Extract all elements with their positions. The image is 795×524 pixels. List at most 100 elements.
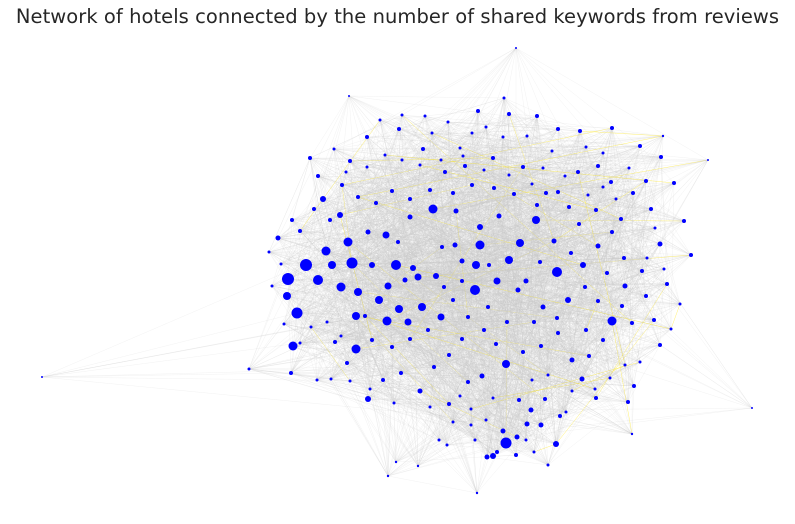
edge — [559, 320, 613, 417]
edge — [508, 115, 538, 261]
edge — [440, 316, 635, 387]
edge — [387, 280, 527, 287]
edge — [290, 262, 353, 374]
edge — [387, 285, 590, 357]
edge — [421, 306, 435, 368]
edge — [417, 276, 604, 341]
edge — [325, 165, 599, 252]
edge — [516, 289, 519, 438]
edge — [317, 175, 481, 246]
edge — [287, 166, 368, 280]
edge — [357, 286, 445, 293]
edge — [325, 250, 590, 357]
edge — [369, 271, 558, 390]
edge — [505, 377, 611, 444]
edge — [459, 259, 510, 397]
edge — [407, 243, 661, 323]
hotel-node — [333, 340, 337, 344]
edge — [479, 180, 647, 246]
edge — [351, 194, 589, 264]
hotel-node — [661, 134, 665, 138]
edge — [355, 223, 580, 350]
hotel-node — [558, 414, 562, 418]
edge — [313, 208, 569, 301]
edge — [325, 250, 435, 368]
hotel-node — [505, 256, 513, 264]
hotel-node — [638, 360, 642, 364]
edge — [585, 320, 613, 331]
edge — [287, 278, 359, 293]
edge — [355, 321, 409, 350]
edge — [483, 320, 613, 331]
edge — [398, 135, 528, 310]
edge — [280, 241, 399, 265]
hotel-node — [556, 190, 560, 194]
edge — [395, 264, 402, 374]
edge — [345, 171, 373, 266]
edge — [369, 264, 477, 390]
edge — [378, 150, 553, 301]
edge — [479, 244, 623, 307]
edge — [419, 299, 569, 392]
hotel-node — [672, 181, 676, 185]
edge — [440, 316, 549, 466]
hotel-node — [320, 196, 326, 202]
edge — [340, 152, 604, 288]
edge — [395, 264, 567, 413]
hotel-node — [337, 212, 343, 218]
edge — [347, 241, 472, 426]
edge — [505, 363, 633, 435]
edge — [505, 240, 555, 444]
hotel-node — [579, 376, 585, 382]
hotel-node — [644, 294, 648, 298]
edge — [366, 166, 387, 236]
edge — [397, 47, 517, 243]
edge — [325, 250, 454, 301]
hotel-node — [452, 242, 458, 248]
edge — [432, 167, 544, 210]
edge — [438, 246, 443, 441]
hotel-node — [532, 320, 536, 324]
edge — [340, 260, 463, 288]
edge — [296, 47, 517, 314]
hotel-node — [365, 165, 369, 169]
edge — [398, 308, 527, 441]
edge — [349, 208, 434, 382]
edge — [486, 219, 537, 458]
edge — [421, 208, 434, 308]
edge — [386, 264, 490, 322]
edge — [384, 154, 507, 365]
hotel-node — [381, 378, 385, 382]
hotel-node — [428, 188, 432, 192]
hotel-node — [517, 398, 521, 402]
edge — [421, 240, 555, 308]
hotel-node — [538, 260, 542, 264]
hotel-node — [622, 256, 626, 260]
hotel-node — [595, 243, 601, 249]
edge — [367, 231, 599, 247]
edge — [325, 250, 476, 441]
edge — [398, 128, 494, 457]
hotel-node — [382, 231, 390, 239]
edge — [277, 237, 456, 246]
edge — [367, 115, 426, 233]
edge — [291, 219, 409, 323]
edge — [470, 299, 569, 410]
edge — [461, 204, 538, 262]
edge — [268, 244, 481, 253]
edge — [347, 241, 419, 278]
edge — [347, 241, 597, 399]
edge — [340, 219, 537, 288]
edge — [398, 244, 481, 310]
edge — [292, 147, 461, 347]
edge — [461, 289, 476, 340]
hotel-node — [447, 353, 451, 357]
edge — [429, 289, 476, 408]
edge — [474, 243, 661, 291]
edge — [535, 165, 599, 221]
hotel-node — [279, 262, 283, 266]
edge — [369, 388, 389, 477]
edge — [505, 363, 633, 435]
edge — [409, 216, 521, 244]
edge — [387, 283, 668, 287]
